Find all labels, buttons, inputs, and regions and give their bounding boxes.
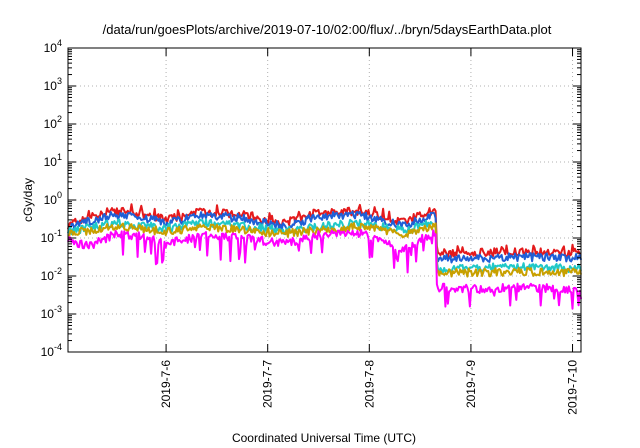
y-tick-label: 10-2	[41, 266, 62, 283]
grid	[68, 48, 581, 352]
x-tick-label: 2019-7-6	[159, 360, 173, 408]
tick-marks	[68, 47, 581, 353]
y-tick-label: 101	[44, 152, 62, 169]
y-tick-labels: 10-4 10-3 10-2 10-1 100 101 102 103 104	[41, 38, 62, 359]
x-tick-label: 2019-7-10	[566, 360, 580, 415]
y-tick-label: 10-4	[41, 342, 62, 359]
series-line	[67, 222, 582, 278]
x-tick-labels: 2019-7-6 2019-7-7 2019-7-8 2019-7-9 2019-7-1…	[159, 360, 579, 415]
y-tick-label: 10-3	[41, 304, 62, 321]
chart-title: /data/run/goesPlots/archive/2019-07-10/0…	[103, 22, 552, 37]
x-axis-label: Coordinated Universal Time (UTC)	[232, 431, 416, 445]
series-layer	[67, 203, 582, 310]
series-line	[67, 210, 582, 264]
y-tick-label: 102	[44, 114, 62, 131]
y-tick-label: 104	[44, 38, 62, 55]
y-axis-label: cGy/day	[21, 178, 35, 222]
x-tick-label: 2019-7-8	[362, 360, 376, 408]
x-tick-label: 2019-7-7	[261, 360, 275, 408]
y-tick-label: 100	[44, 190, 62, 207]
series-line	[67, 229, 582, 310]
y-tick-label: 10-1	[41, 228, 62, 245]
y-tick-label: 103	[44, 76, 62, 93]
x-tick-label: 2019-7-9	[464, 360, 478, 408]
